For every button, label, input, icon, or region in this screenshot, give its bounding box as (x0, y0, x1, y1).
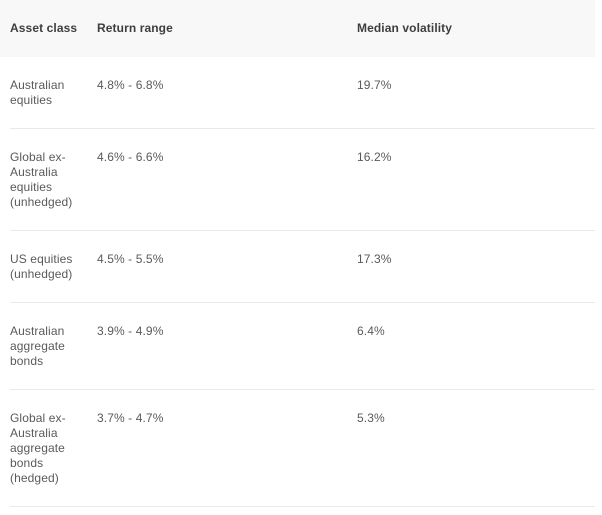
return-range-cell: 3.9% - 4.9% (97, 324, 164, 338)
median-volatility-cell: 16.2% (357, 150, 392, 164)
asset-class-cell: Australian equities (10, 78, 65, 107)
return-range-cell: 4.5% - 5.5% (97, 252, 164, 266)
table-row: Global ex-Australia aggregate bonds (hed… (10, 390, 595, 507)
return-range-cell: 4.6% - 6.6% (97, 150, 164, 164)
table-header-row: Asset class Return range Median volatili… (0, 0, 595, 57)
median-volatility-cell: 17.3% (357, 252, 392, 266)
table-row: Australian equities 4.8% - 6.8% 19.7% (10, 57, 595, 129)
asset-class-cell: Australian aggregate bonds (10, 324, 65, 368)
table-row: US equities (unhedged) 4.5% - 5.5% 17.3% (10, 231, 595, 303)
table-row: Australian aggregate bonds 3.9% - 4.9% 6… (10, 303, 595, 390)
column-header-return-range: Return range (97, 21, 173, 35)
table-row: Global ex-Australia equities (unhedged) … (10, 129, 595, 231)
return-range-cell: 3.7% - 4.7% (97, 411, 164, 425)
asset-class-cell: US equities (unhedged) (10, 252, 73, 281)
column-header-median-volatility: Median volatility (357, 21, 453, 35)
table-body: Australian equities 4.8% - 6.8% 19.7% Gl… (10, 57, 595, 507)
median-volatility-cell: 6.4% (357, 324, 385, 338)
asset-forecast-table: Asset class Return range Median volatili… (0, 0, 595, 507)
column-header-asset-class: Asset class (10, 21, 78, 35)
asset-class-cell: Global ex-Australia aggregate bonds (hed… (10, 411, 66, 485)
return-range-cell: 4.8% - 6.8% (97, 78, 164, 92)
asset-class-cell: Global ex-Australia equities (unhedged) (10, 150, 73, 209)
median-volatility-cell: 5.3% (357, 411, 385, 425)
median-volatility-cell: 19.7% (357, 78, 392, 92)
